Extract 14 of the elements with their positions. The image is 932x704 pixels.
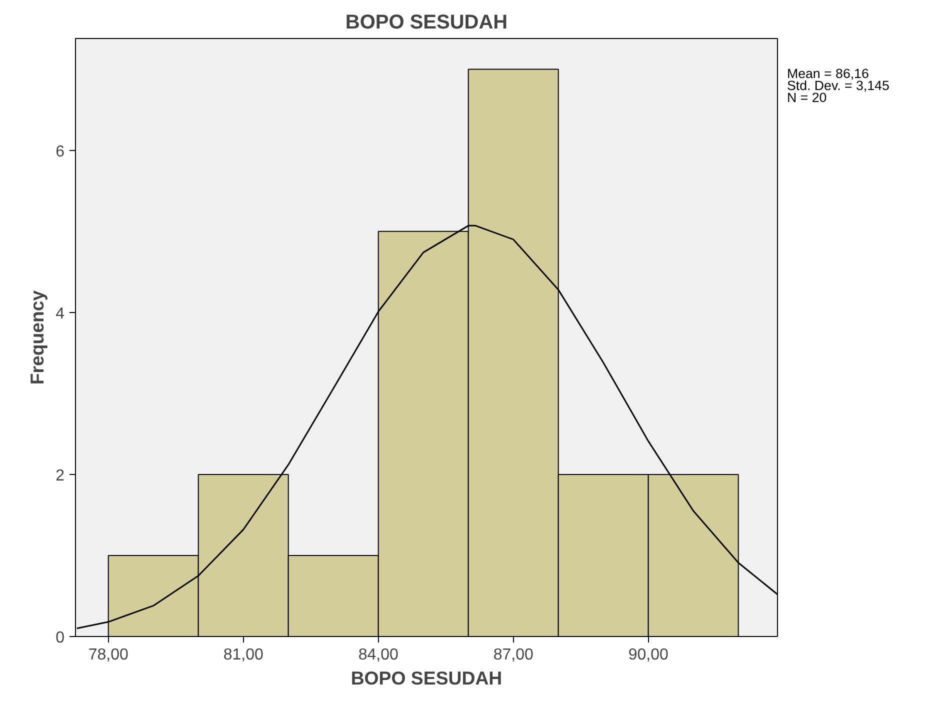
- x-axis-title: BOPO SESUDAH: [350, 668, 502, 688]
- x-tick-label: 81,00: [223, 646, 264, 664]
- text: N = 20: [787, 90, 827, 105]
- text: Mean = 86,16: [787, 66, 869, 81]
- x-tick-label: 78,00: [88, 646, 128, 664]
- y-tick-label: 0: [56, 630, 65, 646]
- y-axis-title: Frequency: [26, 290, 48, 385]
- x-tick-label: 84,00: [358, 646, 398, 664]
- x-tick-label: 87,00: [493, 646, 534, 664]
- x-tick-label: 90,00: [628, 646, 668, 664]
- y-tick-label: 4: [56, 305, 65, 322]
- y-tick-label: 2: [56, 467, 65, 484]
- y-tick-label: 6: [56, 143, 65, 160]
- chart-title: BOPO SESUDAH: [345, 12, 508, 34]
